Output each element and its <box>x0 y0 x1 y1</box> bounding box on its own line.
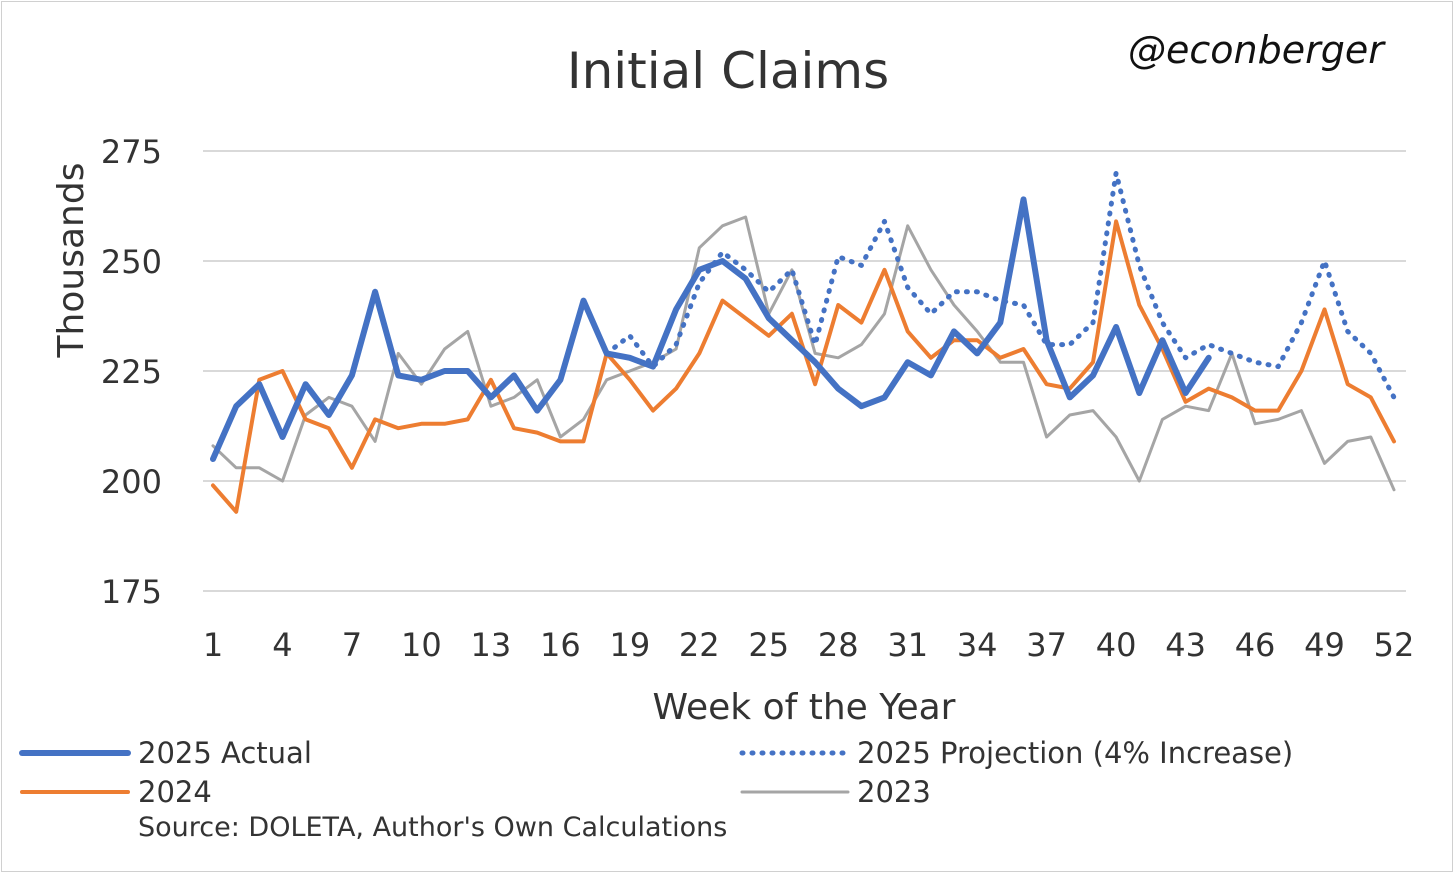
x-tick-label-7: 7 <box>342 626 362 664</box>
x-tick-label-22: 22 <box>679 626 720 664</box>
x-tick-label-4: 4 <box>272 626 292 664</box>
x-tick-label-16: 16 <box>540 626 581 664</box>
source-note: Source: DOLETA, Author's Own Calculation… <box>138 812 728 843</box>
series-line-2024 <box>211 219 1396 514</box>
legend-label-2025-projection: 2025 Projection (4% Increase) <box>857 736 1294 770</box>
x-tick-label-37: 37 <box>1026 626 1067 664</box>
x-tick-label-52: 52 <box>1374 626 1415 664</box>
x-tick-label-31: 31 <box>887 626 928 664</box>
x-tick-label-28: 28 <box>818 626 859 664</box>
x-tick-label-49: 49 <box>1304 626 1345 664</box>
x-tick-label-25: 25 <box>748 626 789 664</box>
legend-label-2024: 2024 <box>138 775 212 809</box>
x-tick-label-40: 40 <box>1096 626 1137 664</box>
x-tick-label-19: 19 <box>609 626 650 664</box>
x-tick-label-13: 13 <box>471 626 512 664</box>
y-axis-label: Thousands <box>51 163 92 359</box>
y-tick-label-200: 200 <box>101 463 162 501</box>
series-line-2025-actual <box>210 196 1212 462</box>
x-tick-label-43: 43 <box>1165 626 1206 664</box>
x-tick-label-1: 1 <box>203 626 223 664</box>
series-line-2025-projection-4-increase <box>604 170 1397 400</box>
chart-title: Initial Claims <box>566 42 890 100</box>
x-axis-label: Week of the Year <box>653 687 956 728</box>
y-tick-label-250: 250 <box>101 243 162 281</box>
author-handle: @econberger <box>1128 28 1384 72</box>
legend-label-2025-actual: 2025 Actual <box>138 736 312 770</box>
legend-label-2023: 2023 <box>857 775 931 809</box>
x-tick-label-34: 34 <box>957 626 998 664</box>
y-tick-label-175: 175 <box>101 573 162 611</box>
x-tick-label-10: 10 <box>401 626 442 664</box>
x-tick-label-46: 46 <box>1235 626 1276 664</box>
y-tick-label-225: 225 <box>101 353 162 391</box>
y-tick-label-275: 275 <box>101 133 162 171</box>
